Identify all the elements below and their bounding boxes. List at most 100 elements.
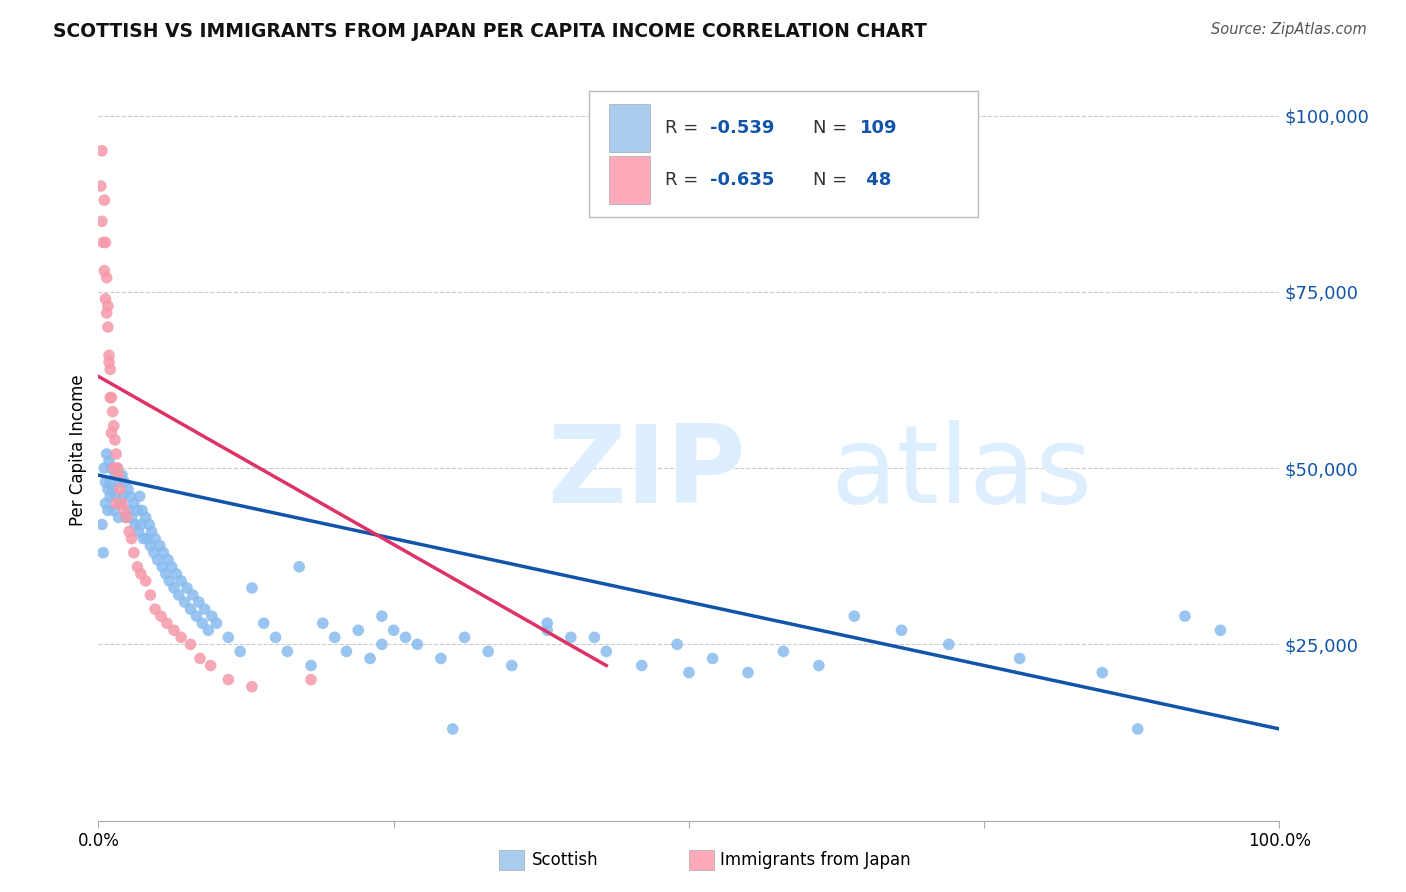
Point — [108, 482, 131, 496]
Point — [382, 624, 405, 638]
Point — [91, 235, 114, 250]
Point — [335, 644, 357, 658]
Point — [299, 658, 322, 673]
Point — [108, 475, 131, 490]
Point — [124, 517, 146, 532]
Text: 48: 48 — [860, 171, 891, 189]
Point — [453, 630, 475, 644]
Point — [111, 468, 134, 483]
Point — [187, 595, 209, 609]
Point — [111, 496, 134, 510]
Point — [430, 651, 453, 665]
Point — [394, 630, 416, 644]
Point — [115, 510, 138, 524]
Point — [94, 235, 117, 250]
Point — [163, 581, 186, 595]
Point — [94, 292, 117, 306]
Point — [97, 503, 120, 517]
Point — [103, 461, 125, 475]
Point — [141, 524, 163, 539]
Point — [107, 510, 129, 524]
Point — [101, 405, 124, 419]
Point — [170, 630, 193, 644]
Point — [359, 651, 381, 665]
Point — [103, 418, 125, 433]
Point — [201, 609, 224, 624]
Point — [155, 566, 177, 581]
Point — [135, 532, 157, 546]
Point — [128, 524, 150, 539]
Point — [127, 503, 149, 517]
Point — [91, 546, 114, 560]
Point — [100, 425, 122, 440]
Point — [97, 320, 120, 334]
Point — [91, 214, 114, 228]
Point — [156, 616, 179, 631]
Point — [93, 461, 115, 475]
Point — [152, 546, 174, 560]
Point — [98, 355, 121, 369]
Point — [96, 447, 118, 461]
Text: N =: N = — [813, 120, 853, 137]
Point — [194, 602, 217, 616]
Point — [160, 559, 183, 574]
Point — [188, 651, 211, 665]
Point — [180, 602, 202, 616]
Point — [91, 144, 114, 158]
Point — [94, 496, 117, 510]
Point — [441, 722, 464, 736]
Point — [536, 616, 558, 631]
Point — [100, 461, 122, 475]
Text: R =: R = — [665, 171, 704, 189]
Text: Scottish: Scottish — [531, 851, 598, 869]
Point — [217, 673, 239, 687]
Point — [666, 637, 689, 651]
Point — [142, 546, 165, 560]
Point — [139, 539, 162, 553]
Point — [150, 609, 173, 624]
Point — [128, 489, 150, 503]
Point — [583, 630, 606, 644]
Point — [938, 637, 960, 651]
Point — [135, 510, 157, 524]
Point — [371, 637, 394, 651]
Point — [98, 475, 121, 490]
Point — [104, 433, 127, 447]
Point — [595, 644, 617, 658]
Point — [299, 673, 322, 687]
Point — [94, 475, 117, 490]
FancyBboxPatch shape — [609, 104, 650, 153]
Point — [101, 482, 124, 496]
Point — [205, 616, 228, 631]
Point — [129, 566, 152, 581]
Text: 109: 109 — [860, 120, 897, 137]
Point — [118, 524, 141, 539]
Point — [149, 539, 172, 553]
Point — [678, 665, 700, 680]
Point — [121, 510, 143, 524]
Point — [98, 391, 121, 405]
Point — [122, 496, 145, 510]
Point — [98, 454, 121, 468]
Point — [536, 624, 558, 638]
Point — [105, 461, 128, 475]
Point — [1209, 624, 1232, 638]
Point — [347, 624, 370, 638]
Text: -0.539: -0.539 — [710, 120, 775, 137]
Text: atlas: atlas — [831, 419, 1092, 525]
Point — [772, 644, 794, 658]
Point — [121, 532, 143, 546]
Text: Source: ZipAtlas.com: Source: ZipAtlas.com — [1211, 22, 1367, 37]
Point — [229, 644, 252, 658]
Text: SCOTTISH VS IMMIGRANTS FROM JAPAN PER CAPITA INCOME CORRELATION CHART: SCOTTISH VS IMMIGRANTS FROM JAPAN PER CA… — [53, 22, 928, 41]
Point — [90, 179, 112, 194]
Point — [371, 609, 394, 624]
Point — [157, 574, 180, 588]
Text: N =: N = — [813, 171, 853, 189]
Point — [127, 559, 149, 574]
Point — [406, 637, 429, 651]
Point — [97, 299, 120, 313]
Point — [170, 574, 193, 588]
Point — [253, 616, 276, 631]
Point — [96, 270, 118, 285]
